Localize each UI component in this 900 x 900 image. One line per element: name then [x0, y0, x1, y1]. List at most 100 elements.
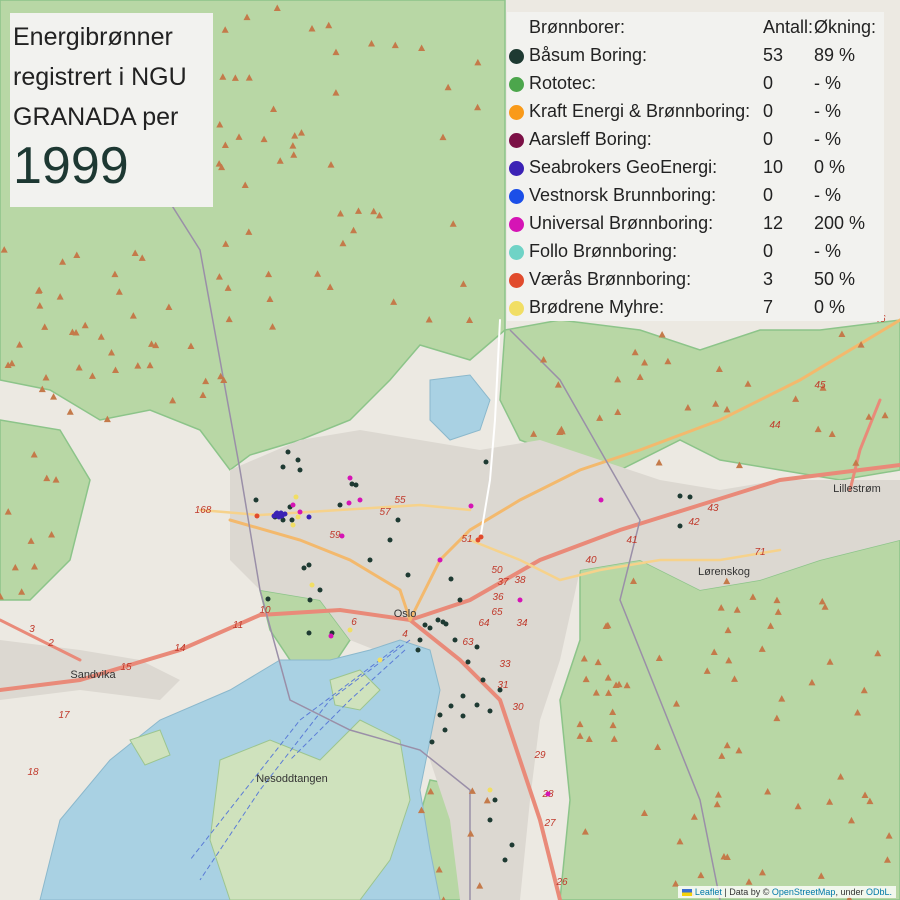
osm-link[interactable]: OpenStreetMap [771, 887, 836, 897]
well-marker[interactable] [297, 509, 303, 515]
well-marker[interactable] [517, 597, 523, 603]
road-number: 29 [533, 750, 546, 761]
well-marker[interactable] [677, 493, 683, 499]
well-marker[interactable] [278, 510, 284, 516]
well-marker[interactable] [480, 677, 486, 683]
well-marker[interactable] [290, 522, 296, 528]
year-label: 1999 [13, 137, 129, 195]
well-marker[interactable] [442, 727, 448, 733]
peak-icon [297, 129, 305, 136]
well-marker[interactable] [307, 597, 313, 603]
well-marker[interactable] [254, 513, 260, 519]
well-marker[interactable] [280, 517, 286, 523]
peak-icon [764, 787, 772, 795]
well-marker[interactable] [687, 494, 693, 500]
well-marker[interactable] [474, 644, 480, 650]
well-marker[interactable] [475, 537, 481, 543]
well-marker[interactable] [460, 713, 466, 719]
well-marker[interactable] [306, 630, 312, 636]
legend-header-pct: Økning: [814, 17, 877, 37]
well-marker[interactable] [435, 617, 441, 623]
well-marker[interactable] [357, 497, 363, 503]
well-marker[interactable] [306, 562, 312, 568]
peak-icon [881, 411, 889, 419]
well-marker[interactable] [349, 481, 355, 487]
well-marker[interactable] [317, 587, 323, 593]
well-marker[interactable] [429, 739, 435, 745]
well-marker[interactable] [265, 596, 271, 602]
well-marker[interactable] [328, 633, 334, 639]
well-marker[interactable] [309, 582, 315, 588]
well-marker[interactable] [405, 572, 411, 578]
well-marker[interactable] [468, 503, 474, 509]
well-marker[interactable] [282, 511, 288, 517]
well-marker[interactable] [353, 482, 359, 488]
well-marker[interactable] [295, 514, 301, 520]
well-marker[interactable] [339, 533, 345, 539]
well-marker[interactable] [502, 857, 508, 863]
peak-icon [714, 791, 722, 798]
peak-icon [773, 596, 781, 604]
well-marker[interactable] [448, 703, 454, 709]
well-marker[interactable] [452, 637, 458, 643]
well-marker[interactable] [487, 708, 493, 714]
well-marker[interactable] [295, 457, 301, 463]
well-marker[interactable] [545, 791, 551, 797]
well-marker[interactable] [285, 449, 291, 455]
well-marker[interactable] [677, 523, 683, 529]
well-marker[interactable] [417, 637, 423, 643]
well-marker[interactable] [487, 787, 493, 793]
peak-icon [134, 362, 142, 369]
peak-icon [731, 675, 739, 682]
well-marker[interactable] [347, 475, 353, 481]
well-marker[interactable] [443, 621, 449, 627]
well-marker[interactable] [276, 514, 282, 520]
well-marker[interactable] [492, 797, 498, 803]
well-marker[interactable] [483, 459, 489, 465]
well-marker[interactable] [474, 702, 480, 708]
well-marker[interactable] [297, 467, 303, 473]
well-marker[interactable] [301, 565, 307, 571]
well-marker[interactable] [347, 627, 353, 633]
road-number: 33 [499, 659, 511, 670]
peak-icon [612, 681, 620, 688]
well-markers[interactable] [253, 449, 693, 863]
well-marker[interactable] [395, 517, 401, 523]
well-marker[interactable] [367, 557, 373, 563]
peak-icon [222, 240, 230, 247]
well-marker[interactable] [289, 517, 295, 523]
well-marker[interactable] [280, 464, 286, 470]
legend-item-name: Værås Brønnboring: [529, 269, 692, 289]
legend-panel: Brønnborer: Antall: Økning: Båsum Boring… [507, 12, 884, 321]
well-marker[interactable] [346, 500, 352, 506]
well-marker[interactable] [415, 647, 421, 653]
odbl-link[interactable]: ODbL. [865, 887, 892, 897]
well-marker[interactable] [387, 537, 393, 543]
well-marker[interactable] [598, 497, 604, 503]
peak-icon [723, 577, 731, 585]
legend-item-count: 53 [763, 45, 784, 65]
well-marker[interactable] [465, 659, 471, 665]
peak-icon [623, 681, 631, 689]
peak-icon [684, 403, 692, 411]
legend-item-pct: - % [814, 129, 841, 149]
well-marker[interactable] [377, 657, 383, 663]
well-marker[interactable] [437, 712, 443, 718]
well-marker[interactable] [422, 622, 428, 628]
well-marker[interactable] [509, 842, 515, 848]
well-marker[interactable] [274, 510, 280, 516]
well-marker[interactable] [293, 494, 299, 500]
well-marker[interactable] [437, 557, 443, 563]
well-marker[interactable] [448, 576, 454, 582]
well-marker[interactable] [290, 502, 296, 508]
well-marker[interactable] [253, 497, 259, 503]
well-marker[interactable] [460, 693, 466, 699]
well-marker[interactable] [306, 514, 312, 520]
well-marker[interactable] [337, 502, 343, 508]
peak-icon [425, 316, 433, 323]
well-marker[interactable] [457, 597, 463, 603]
well-marker[interactable] [487, 817, 493, 823]
well-marker[interactable] [497, 687, 503, 693]
leaflet-link[interactable]: Leaflet [694, 887, 722, 897]
well-marker[interactable] [427, 625, 433, 631]
